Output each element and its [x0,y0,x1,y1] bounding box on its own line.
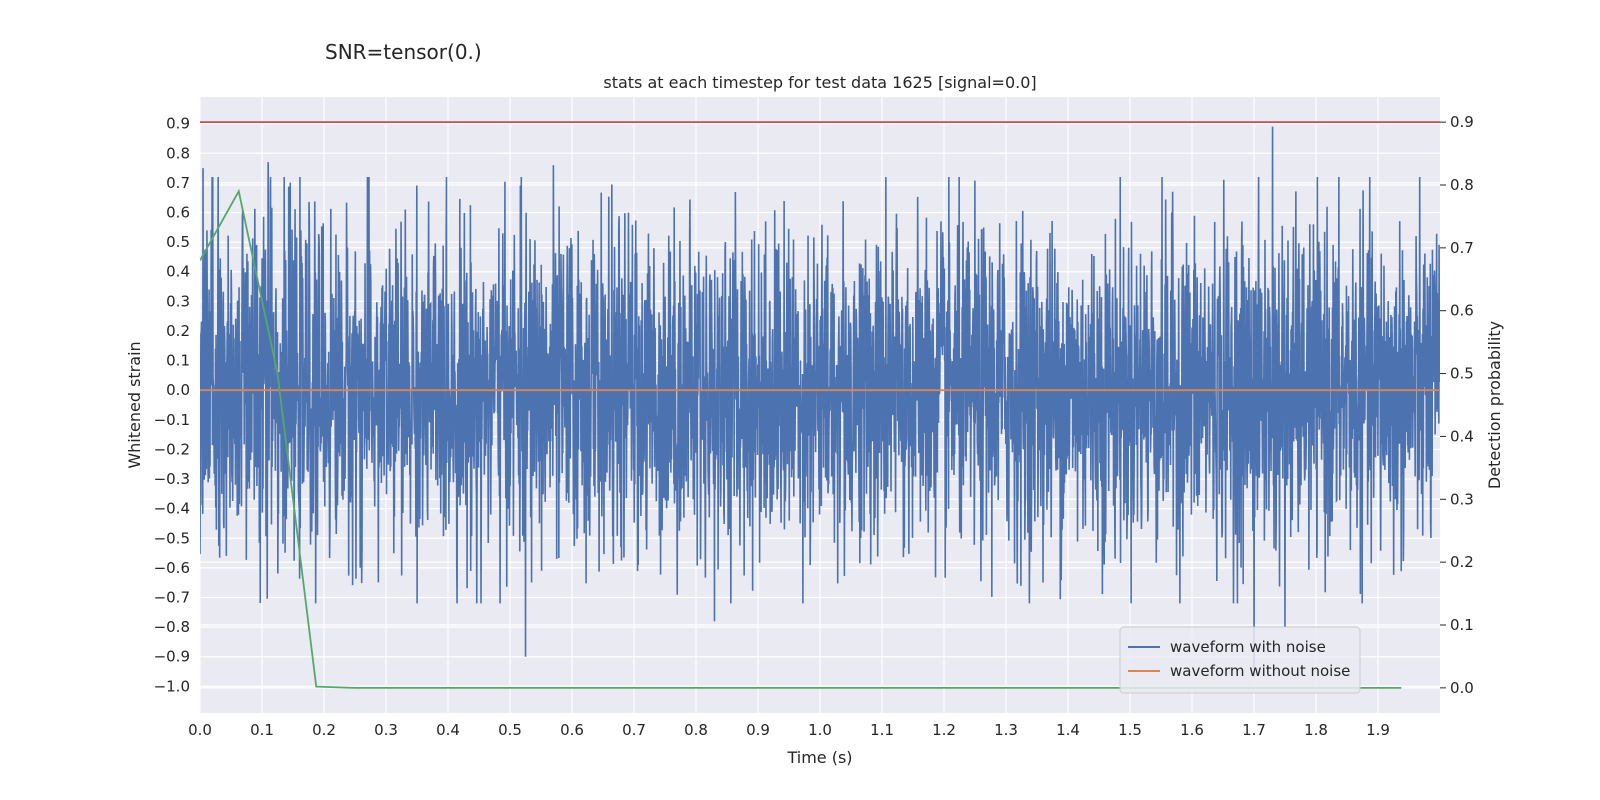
legend-frame [1119,626,1361,694]
y2-tick-label: 0.8 [1450,176,1474,194]
x-tick-label: 0.4 [436,721,460,739]
y-tick-label: 0.7 [166,174,190,192]
legend: waveform with noise waveform without nois… [1119,626,1361,694]
x-tick-label: 1.4 [1056,721,1080,739]
x-tick-label: 0.1 [250,721,274,739]
x-tick-label: 0.6 [560,721,584,739]
x-tick-label: 0.7 [622,721,646,739]
y-axis-label: Whitened strain [125,341,144,468]
y2-tick-label: 0.7 [1450,239,1474,257]
legend-entry: waveform without noise [1170,662,1350,680]
y2-tick-label: 0.4 [1450,427,1474,445]
x-tick-label: 1.5 [1118,721,1142,739]
x-tick-label: 0.2 [312,721,336,739]
x-tick-label: 1.6 [1180,721,1204,739]
y2-axis-label: Detection probability [1485,321,1504,489]
x-tick-label: 1.1 [870,721,894,739]
x-tick-label: 1.3 [994,721,1018,739]
y-tick-label: 0.6 [166,204,190,222]
series-group [200,121,1440,689]
y-tick-label: −0.5 [154,529,190,547]
chart-title: stats at each timestep for test data 162… [603,73,1036,92]
y-tick-label: 0.9 [166,115,190,133]
y2-tick-label: 0.0 [1450,679,1474,697]
y2-axis-ticks: 0.9 0.8 0.7 0.6 0.5 0.4 0.3 0.2 0.1 0.0 [1440,113,1474,697]
y-tick-label: 0.4 [166,263,190,281]
x-tick-label: 1.0 [808,721,832,739]
y-axis-ticks: 0.9 0.8 0.7 0.6 0.5 0.4 0.3 0.2 0.1 0.0 −0.1 −0.2 −0… [154,115,190,696]
figure-suptitle: SNR=tensor(0.) [325,40,482,64]
x-tick-label: 0.9 [746,721,770,739]
legend-entry: waveform with noise [1170,638,1326,656]
y-tick-label: −1.0 [154,677,190,695]
y-tick-label: 0.5 [166,233,190,251]
y-tick-label: 0.1 [166,352,190,370]
x-tick-label: 0.3 [374,721,398,739]
y2-tick-label: 0.1 [1450,616,1474,634]
y2-tick-label: 0.3 [1450,490,1474,508]
x-tick-label: 1.9 [1366,721,1390,739]
series-line-right-axis-line-1 [200,188,1402,689]
y-tick-label: −0.9 [154,648,190,666]
y-tick-label: 0.3 [166,292,190,310]
x-tick-label: 1.7 [1242,721,1266,739]
x-axis-label: Time (s) [786,748,852,767]
y-tick-label: 0.0 [166,381,190,399]
x-tick-label: 0.8 [684,721,708,739]
y-tick-label: −0.8 [154,618,190,636]
y-tick-label: 0.8 [166,144,190,162]
x-tick-label: 1.2 [932,721,956,739]
y-tick-label: −0.6 [154,559,190,577]
x-tick-label: 0.5 [498,721,522,739]
y2-tick-label: 0.6 [1450,302,1474,320]
y-tick-label: −0.4 [154,500,190,518]
x-tick-label: 0.0 [188,721,212,739]
y2-tick-label: 0.5 [1450,365,1474,383]
x-axis-ticks: 0.0 0.1 0.2 0.3 0.4 0.5 0.6 0.7 0.8 0.9 1.0 1.1 1.2 1… [188,721,1390,739]
y-tick-label: −0.7 [154,589,190,607]
series-line-waveform-with-noise [200,126,1440,678]
x-tick-label: 1.8 [1304,721,1328,739]
y-tick-label: −0.1 [154,411,190,429]
y2-tick-label: 0.2 [1450,553,1474,571]
y-tick-label: −0.3 [154,470,190,488]
y2-tick-label: 0.9 [1450,113,1474,131]
y-tick-label: 0.2 [166,322,190,340]
y-tick-label: −0.2 [154,440,190,458]
